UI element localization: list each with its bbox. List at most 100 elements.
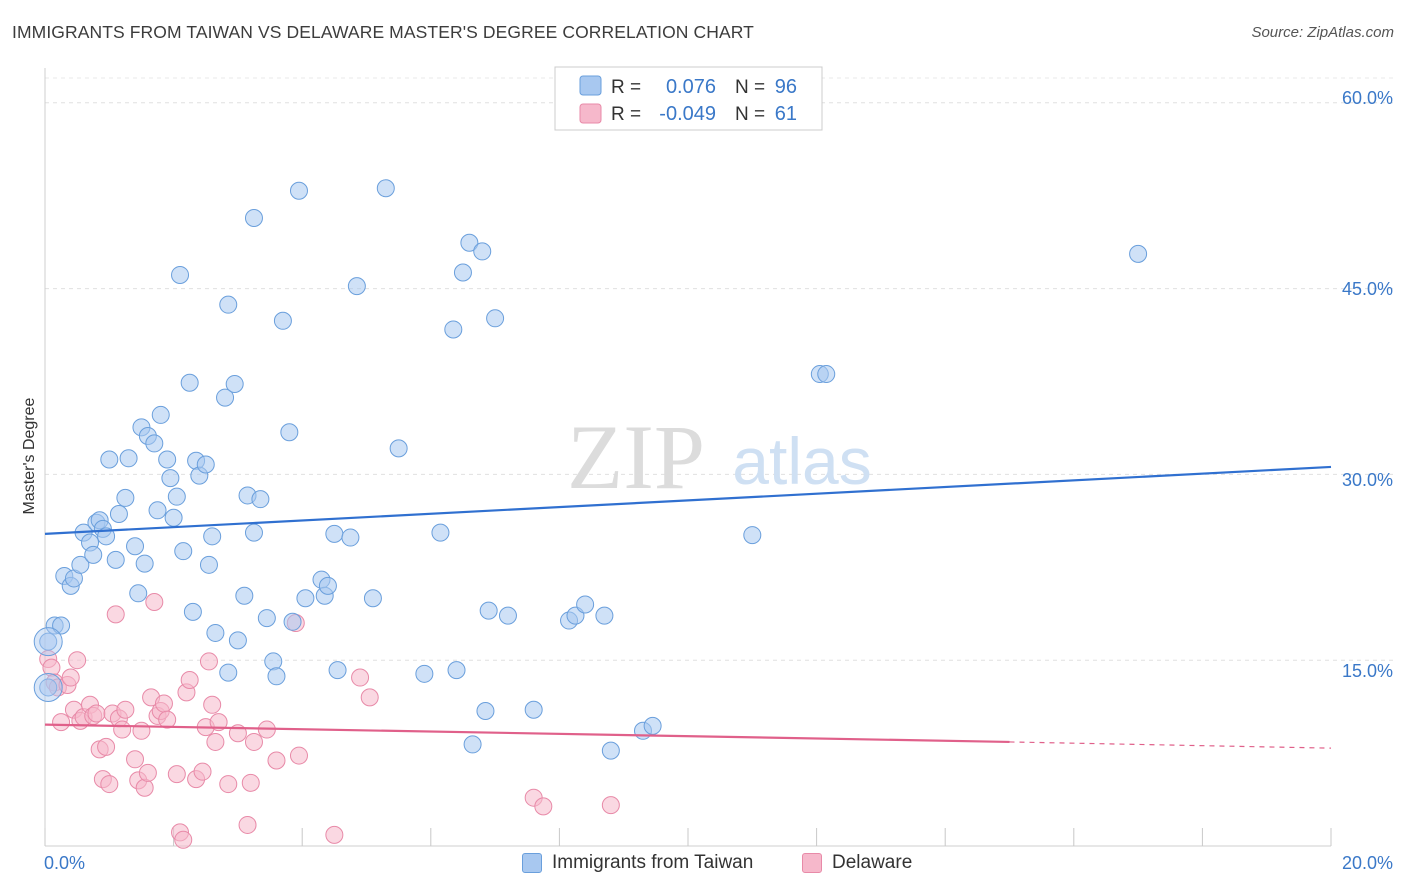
legend-item-delaware: Delaware <box>802 852 912 874</box>
taiwan-point <box>743 526 762 545</box>
taiwan-point <box>174 542 193 561</box>
taiwan-point <box>328 661 347 680</box>
y-axis-title: Master's Degree <box>21 397 38 514</box>
legend-label-taiwan: Immigrants from Taiwan <box>552 852 754 873</box>
delaware-point <box>113 720 132 739</box>
taiwan-point <box>219 663 238 682</box>
delaware-point <box>206 732 225 751</box>
taiwan-point <box>171 265 190 284</box>
legend-n-label: N = <box>735 77 765 98</box>
taiwan-point <box>498 606 517 625</box>
delaware-trend-line <box>44 723 1010 744</box>
legend-swatch-blue <box>579 75 602 96</box>
delaware-point <box>209 713 228 732</box>
delaware-point <box>52 713 71 732</box>
taiwan-point <box>817 365 836 384</box>
taiwan-point <box>180 373 199 392</box>
taiwan-point <box>576 595 595 614</box>
taiwan-point <box>389 439 408 458</box>
taiwan-point <box>486 309 505 328</box>
delaware-point <box>154 694 173 713</box>
taiwan-point <box>257 609 276 628</box>
taiwan-point <box>264 652 283 671</box>
legend-r-value-pink: -0.049 <box>659 103 716 125</box>
taiwan-point <box>158 450 177 469</box>
taiwan-point <box>289 181 308 200</box>
y-tick-label-30: 30.0% <box>1342 470 1393 490</box>
taiwan-point <box>280 423 299 442</box>
x-axis-max-label: 20.0% <box>1342 853 1393 873</box>
taiwan-point <box>164 508 183 527</box>
taiwan-point <box>601 741 620 760</box>
delaware-point <box>116 700 135 719</box>
taiwan-point <box>244 208 263 227</box>
legend-n-value-blue: 96 <box>775 76 797 98</box>
taiwan-point <box>228 631 247 650</box>
delaware-point <box>601 796 620 815</box>
delaware-point <box>351 668 370 687</box>
taiwan-point <box>476 701 495 720</box>
taiwan-point <box>126 537 145 556</box>
chart-source: Source: ZipAtlas.com <box>1251 24 1394 41</box>
taiwan-point <box>244 523 263 542</box>
taiwan-point <box>106 550 125 569</box>
taiwan-point <box>376 179 395 198</box>
taiwan-point <box>196 455 215 474</box>
taiwan-point <box>235 586 254 605</box>
taiwan-point <box>473 242 492 261</box>
delaware-point <box>132 721 151 740</box>
taiwan-point <box>84 545 103 564</box>
taiwan-point <box>203 527 222 546</box>
delaware-point <box>68 651 87 670</box>
taiwan-point <box>444 320 463 339</box>
stats-legend: R = 0.076 N = 96 R = -0.049 N = 61 <box>554 66 823 131</box>
y-tick-label-60: 60.0% <box>1342 88 1393 108</box>
delaware-point <box>238 815 257 834</box>
taiwan-point <box>1129 244 1148 263</box>
delaware-point <box>145 592 164 611</box>
legend-r-label: R = <box>611 77 641 98</box>
watermark-atlas: atlas <box>732 424 871 498</box>
taiwan-point <box>97 527 116 546</box>
taiwan-point <box>167 487 186 506</box>
taiwan-point <box>219 295 238 314</box>
taiwan-point <box>479 601 498 620</box>
delaware-point <box>174 830 193 849</box>
taiwan-point <box>52 616 71 635</box>
delaware-point <box>138 763 157 782</box>
taiwan-point <box>463 735 482 754</box>
delaware-point <box>203 695 222 714</box>
legend-n-value-pink: 61 <box>775 103 797 125</box>
taiwan-point <box>148 501 167 520</box>
taiwan-point <box>267 667 286 686</box>
taiwan-point <box>71 555 90 574</box>
delaware-point <box>360 688 379 707</box>
legend-swatch-delaware <box>802 853 822 873</box>
delaware-point <box>87 704 106 723</box>
delaware-point <box>534 797 553 816</box>
taiwan-point <box>119 449 138 468</box>
delaware-point <box>100 775 119 794</box>
taiwan-point <box>206 623 225 642</box>
delaware-point <box>135 778 154 797</box>
taiwan-point <box>199 555 218 574</box>
taiwan-point <box>341 528 360 547</box>
taiwan-point-large <box>33 672 63 702</box>
chart-title: IMMIGRANTS FROM TAIWAN VS DELAWARE MASTE… <box>12 22 754 42</box>
taiwan-point <box>251 490 270 509</box>
taiwan-point <box>273 311 292 330</box>
trend-lines <box>44 465 1332 749</box>
taiwan-point <box>283 612 302 631</box>
delaware-point <box>167 765 186 784</box>
taiwan-point-large <box>33 627 63 657</box>
delaware-points <box>39 592 620 849</box>
taiwan-point <box>145 434 164 453</box>
taiwan-point <box>325 524 344 543</box>
delaware-point <box>267 751 286 770</box>
taiwan-point <box>135 554 154 573</box>
x-axis-min-label: 0.0% <box>44 853 85 873</box>
legend-label-delaware: Delaware <box>832 852 913 873</box>
delaware-point <box>289 746 308 765</box>
taiwan-point <box>151 405 170 424</box>
